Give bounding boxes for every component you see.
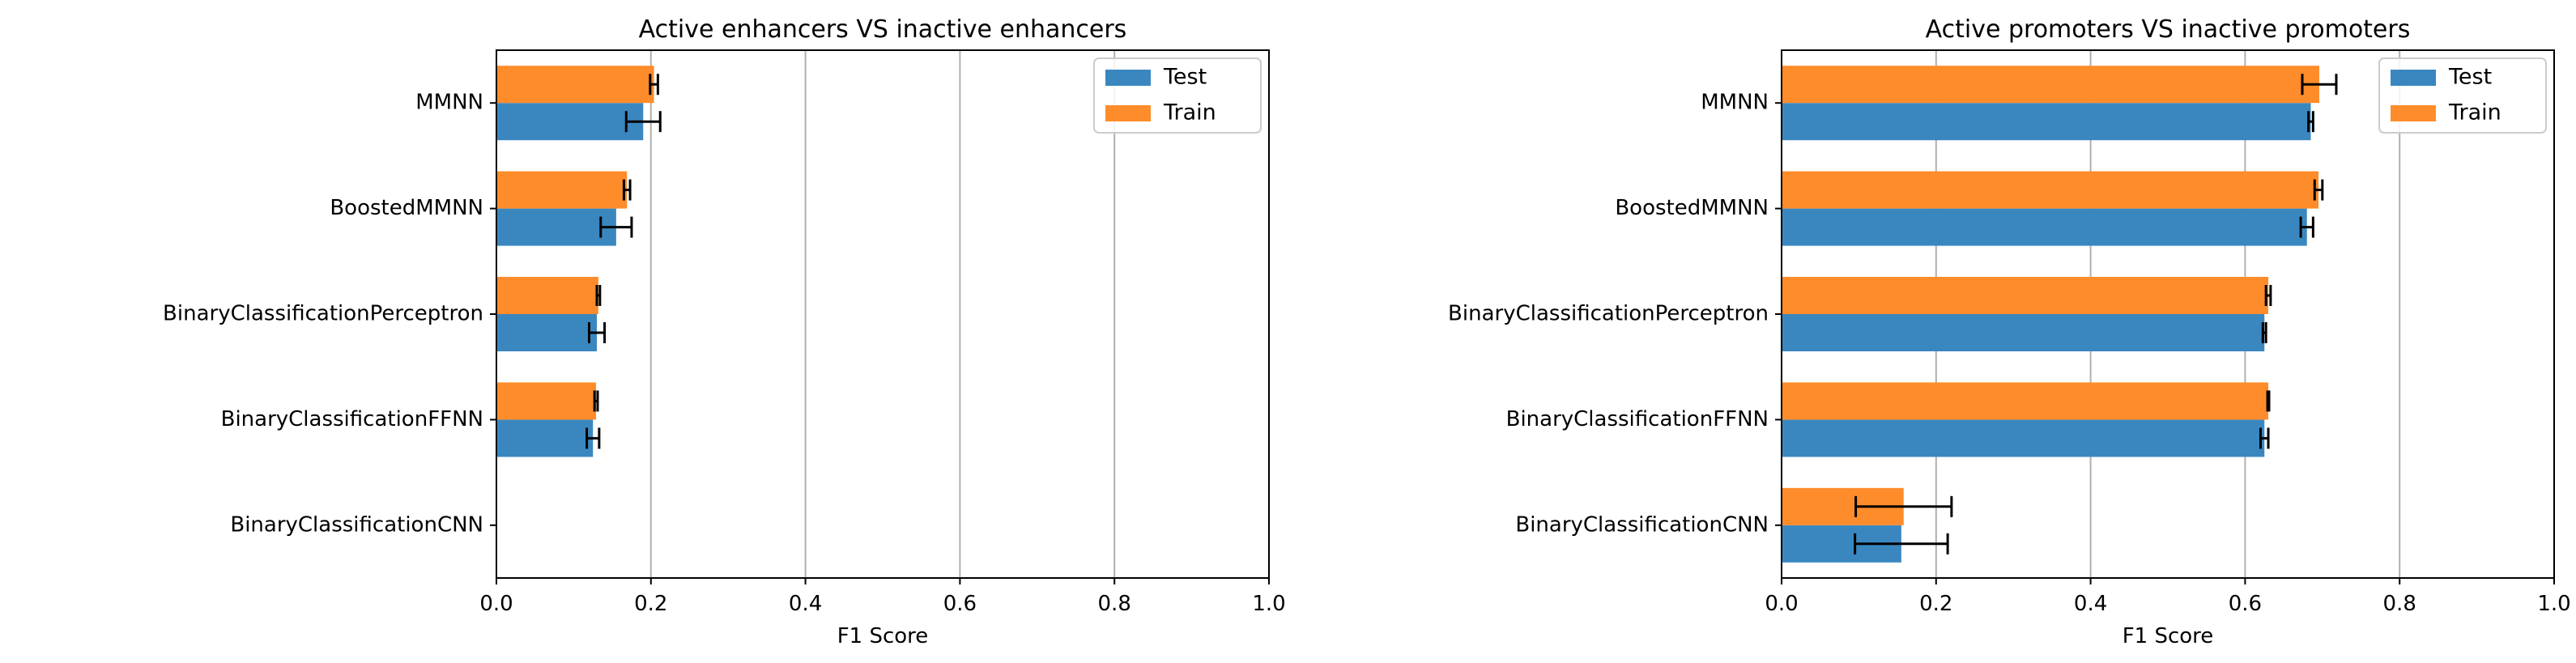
- bar-train-binaryclassificationperceptron: [1782, 277, 2269, 314]
- legend-swatch-train: [2391, 105, 2436, 121]
- error-bar-train-binaryclassificationffnn: [2266, 390, 2271, 412]
- category-label: BinaryClassificationPerceptron: [1448, 302, 1769, 326]
- error-bar-train-binaryclassificationffnn: [593, 390, 599, 412]
- category-label: MMNN: [415, 91, 483, 115]
- x-tick-label: 1.0: [2537, 592, 2570, 616]
- bar-test-boostedmmnn: [496, 208, 616, 246]
- legend-label-train: Train: [2448, 100, 2501, 125]
- x-tick-label: 1.0: [1252, 592, 1285, 616]
- bar-train-mmnn: [496, 66, 654, 104]
- category-label: BinaryClassificationCNN: [230, 512, 483, 537]
- error-bar-test-binaryclassificationffnn: [585, 427, 601, 449]
- bar-train-binaryclassificationperceptron: [496, 277, 598, 314]
- bar-train-binaryclassificationffnn: [1782, 382, 2269, 420]
- category-label: MMNN: [1701, 91, 1769, 115]
- legend: Test Train: [1093, 57, 1262, 134]
- bar-test-boostedmmnn: [1782, 208, 2307, 246]
- x-tick-label: 0.4: [2074, 592, 2107, 616]
- x-tick-label: 0.6: [2229, 592, 2262, 616]
- error-bar-test-binaryclassificationperceptron: [2261, 322, 2267, 343]
- chart-title: Active promoters VS inactive promoters: [1926, 15, 2411, 44]
- category-label: BinaryClassificationFFNN: [221, 407, 483, 431]
- bar-train-binaryclassificationffnn: [496, 382, 597, 420]
- x-tick-label: 0.4: [789, 592, 822, 616]
- legend-swatch-test: [1105, 70, 1151, 86]
- bar-train-mmnn: [1782, 66, 2319, 104]
- x-tick-label: 0.8: [2383, 592, 2416, 616]
- bar-test-binaryclassificationffnn: [496, 419, 594, 457]
- legend-swatch-test: [2391, 70, 2436, 86]
- category-label: BinaryClassificationCNN: [1515, 512, 1769, 537]
- error-bar-test-mmnn: [624, 111, 662, 133]
- bar-train-boostedmmnn: [496, 171, 628, 209]
- legend-label-test: Test: [1163, 65, 1207, 90]
- error-bar-train-boostedmmnn: [622, 179, 632, 201]
- chart-panel-2: Active promoters VS inactive promoters MM…: [1448, 15, 2571, 648]
- category-label: BoostedMMNN: [330, 196, 483, 220]
- bar-train-boostedmmnn: [1782, 171, 2319, 209]
- bar-test-mmnn: [1782, 103, 2311, 141]
- legend-label-train: Train: [1163, 100, 1216, 125]
- error-bar-train-binaryclassificationcnn: [1854, 495, 1953, 517]
- error-bar-train-boostedmmnn: [2313, 179, 2324, 201]
- legend-swatch-train: [1105, 105, 1151, 121]
- bar-test-binaryclassificationperceptron: [1782, 314, 2265, 351]
- error-bar-test-binaryclassificationcnn: [1854, 533, 1949, 555]
- x-tick-label: 0.6: [943, 592, 977, 616]
- chart-title: Active enhancers VS inactive enhancers: [639, 15, 1127, 44]
- error-bar-train-mmnn: [649, 74, 659, 96]
- category-label: BinaryClassificationPerceptron: [163, 302, 483, 326]
- plot-frame: [1781, 49, 2555, 579]
- category-label: BoostedMMNN: [1615, 196, 1769, 220]
- error-bar-test-binaryclassificationffnn: [2259, 427, 2270, 449]
- bar-test-mmnn: [496, 103, 644, 141]
- x-axis-label: F1 Score: [837, 624, 929, 648]
- x-tick-label: 0.2: [1919, 592, 1952, 616]
- x-tick-label: 0.0: [479, 592, 513, 616]
- x-tick-label: 0.8: [1098, 592, 1131, 616]
- error-bar-train-binaryclassificationperceptron: [2264, 285, 2272, 306]
- bar-test-binaryclassificationffnn: [1782, 419, 2265, 457]
- legend: Test Train: [2378, 57, 2547, 134]
- error-bar-test-boostedmmnn: [599, 216, 633, 238]
- error-bar-test-binaryclassificationperceptron: [587, 322, 607, 343]
- error-bar-test-boostedmmnn: [2299, 216, 2314, 238]
- error-bar-train-mmnn: [2301, 74, 2338, 96]
- error-bar-train-binaryclassificationperceptron: [595, 285, 602, 306]
- category-label: BinaryClassificationFFNN: [1506, 407, 1769, 431]
- plot-frame: [496, 49, 1270, 579]
- error-bar-test-mmnn: [2307, 111, 2314, 133]
- chart-panel-1: Active enhancers VS inactive enhancers MM…: [163, 15, 1286, 648]
- x-tick-label: 0.2: [634, 592, 667, 616]
- legend-label-test: Test: [2448, 65, 2492, 90]
- bar-test-binaryclassificationperceptron: [496, 314, 598, 351]
- x-axis-label: F1 Score: [2123, 624, 2214, 648]
- x-tick-label: 0.0: [1765, 592, 1798, 616]
